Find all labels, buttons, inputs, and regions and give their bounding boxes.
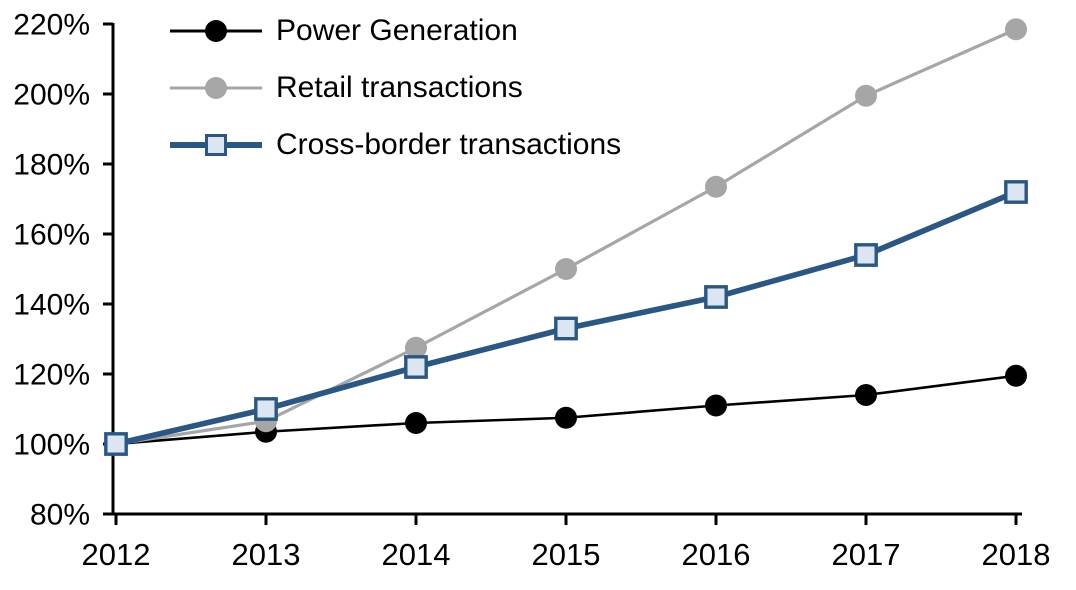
x-tick-label: 2015 [532, 537, 601, 572]
x-tick-label: 2013 [232, 537, 301, 572]
legend-label-retail-transactions: Retail transactions [276, 71, 523, 104]
legend: Power Generation Retail transactions Cro… [170, 14, 621, 185]
data-point-retail-transactions-2017 [855, 84, 877, 107]
data-point-power-generation-2015 [555, 406, 577, 429]
data-point-power-generation-2014 [405, 412, 427, 434]
data-point-cross-border-transactions-2014 [404, 355, 428, 379]
x-tick-label: 2012 [82, 537, 151, 572]
data-point-cross-border-transactions-2012 [104, 432, 128, 456]
data-point-power-generation-2016 [705, 394, 727, 417]
legend-item-retail-transactions: Retail transactions [170, 71, 621, 105]
data-point-cross-border-transactions-2017 [854, 243, 878, 267]
y-tick-label: 160% [13, 219, 90, 252]
y-tick-label: 80% [30, 499, 90, 532]
data-point-cross-border-transactions-2015 [554, 316, 578, 341]
data-point-power-generation-2017 [855, 384, 877, 406]
data-point-cross-border-transactions-2018 [1004, 180, 1028, 204]
data-point-retail-transactions-2018 [1005, 18, 1027, 41]
x-tick-label: 2017 [832, 537, 901, 572]
y-tick-label: 140% [13, 289, 90, 322]
series-power-generation [105, 364, 1027, 455]
x-tick-label: 2016 [682, 537, 751, 572]
data-point-retail-transactions-2016 [705, 175, 727, 198]
data-point-retail-transactions-2014 [405, 336, 427, 359]
data-point-cross-border-transactions-2013 [254, 397, 278, 421]
power-generation-line-marker-icon [170, 14, 262, 48]
x-tick-label: 2014 [382, 537, 451, 572]
cross-border-transactions-line-marker-icon [170, 128, 262, 162]
legend-item-power-generation: Power Generation [170, 14, 621, 48]
legend-item-cross-border-transactions: Cross-border transactions [170, 128, 621, 162]
data-point-retail-transactions-2015 [555, 258, 577, 280]
x-tick-label: 2018 [982, 537, 1051, 572]
legend-label-cross-border-transactions: Cross-border transactions [276, 128, 622, 161]
y-tick-label: 200% [13, 79, 90, 112]
retail-transactions-line-marker-icon [170, 71, 262, 105]
series-cross-border-transactions [104, 180, 1028, 456]
legend-label-power-generation: Power Generation [276, 14, 518, 47]
y-tick-label: 220% [13, 9, 90, 42]
data-point-power-generation-2018 [1005, 364, 1027, 387]
y-tick-label: 180% [13, 149, 90, 182]
y-tick-label: 100% [13, 429, 90, 462]
y-tick-label: 120% [13, 359, 90, 392]
data-point-cross-border-transactions-2016 [704, 285, 728, 309]
